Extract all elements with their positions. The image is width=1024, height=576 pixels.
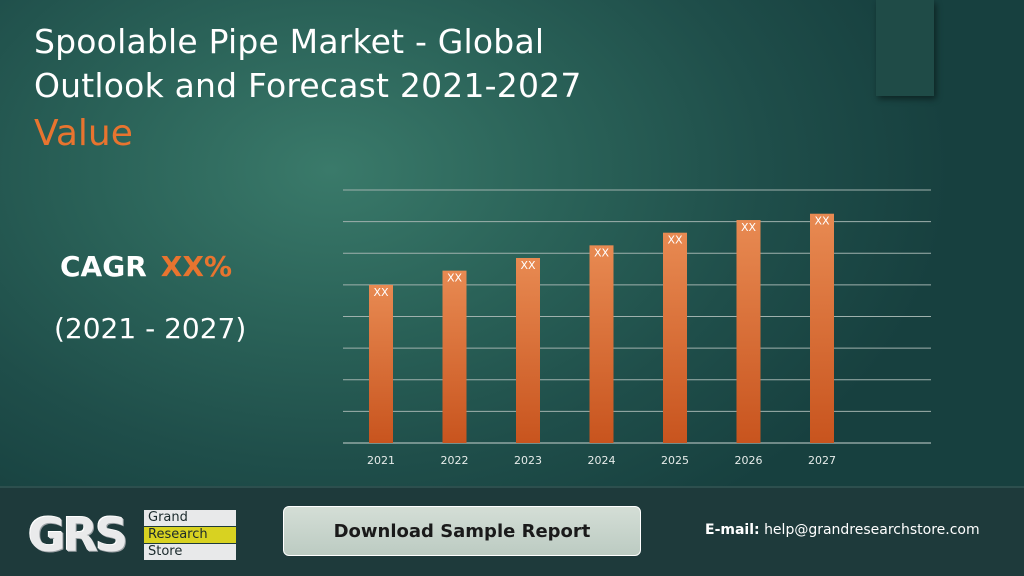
logo-word-grand: Grand: [144, 510, 236, 526]
email-label: E-mail:: [705, 522, 760, 538]
page-subtitle: Value: [34, 113, 133, 154]
x-tick-2023: 2023: [514, 454, 542, 467]
bar-2026: [736, 220, 761, 443]
data-label-2025: XX: [667, 234, 683, 247]
x-tick-2022: 2022: [441, 454, 469, 467]
title-line-2: Outlook and Forecast 2021-2027: [34, 66, 582, 105]
data-label-2022: XX: [447, 272, 463, 285]
forecast-period: (2021 - 2027): [54, 312, 247, 345]
corner-decoration: [876, 0, 934, 96]
x-tick-2025: 2025: [661, 454, 689, 467]
logo-wordmark: Grand Research Store: [144, 510, 236, 561]
x-tick-2026: 2026: [735, 454, 763, 467]
chart-gridlines: [343, 189, 931, 444]
bar-2023: [516, 257, 540, 443]
cagr-value: XX%: [160, 250, 232, 283]
logo-word-research: Research: [144, 527, 236, 543]
email-address[interactable]: help@grandresearchstore.com: [764, 522, 980, 538]
title-line-1: Spoolable Pipe Market - Global: [34, 22, 545, 61]
chart-bars: [369, 213, 834, 443]
bar-2021: [369, 284, 393, 443]
data-label-2023: XX: [520, 259, 536, 272]
contact-email: E-mail: help@grandresearchstore.com: [705, 522, 980, 538]
download-sample-report-button[interactable]: Download Sample Report: [283, 506, 641, 556]
data-label-2026: XX: [741, 221, 757, 234]
grs-logo: GRS Grand Research Store: [28, 510, 238, 560]
page-title: Spoolable Pipe Market - Global Outlook a…: [34, 20, 674, 108]
bar-2025: [663, 232, 687, 443]
chart-x-tick-labels: 2021 2022 2023 2024 2025 2026 2027: [367, 454, 836, 467]
bar-2024: [589, 245, 614, 443]
logo-letters: GRS: [28, 508, 128, 562]
chart-data-labels: XX XX XX XX XX XX XX: [373, 215, 830, 299]
x-tick-2021: 2021: [367, 454, 395, 467]
data-label-2024: XX: [594, 246, 610, 259]
data-label-2021: XX: [373, 286, 389, 299]
logo-word-store: Store: [144, 544, 236, 560]
bar-2027: [810, 213, 834, 443]
bar-2022: [442, 270, 467, 443]
cagr-label: CAGR: [60, 250, 147, 283]
x-tick-2024: 2024: [588, 454, 616, 467]
x-tick-2027: 2027: [808, 454, 836, 467]
cagr-summary: CAGR XX%: [60, 250, 232, 283]
data-label-2027: XX: [814, 215, 830, 228]
